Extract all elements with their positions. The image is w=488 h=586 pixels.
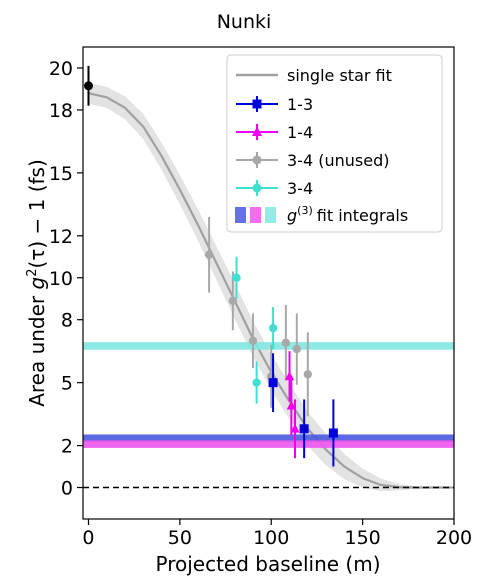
data-point [83, 81, 93, 91]
plot-frame [82, 46, 455, 520]
chart-title: Nunki [217, 11, 272, 33]
x-tick-label: 0 [82, 527, 94, 549]
legend-swatch-integral [250, 207, 261, 223]
data-point [303, 370, 312, 379]
legend-label: single star fit [287, 66, 392, 85]
legend-box [226, 54, 443, 233]
data-point [328, 428, 338, 438]
legend-integrals-text: fit integrals [317, 206, 408, 225]
x-tick-label: 100 [253, 527, 289, 549]
legend-label: 3-4 (unused) [287, 151, 389, 170]
data-point [290, 423, 300, 433]
y-tick-label: 20 [49, 58, 73, 80]
zero-baseline-point [83, 65, 93, 106]
data-point [292, 344, 302, 354]
y-axis: 0 2 5 8 10 12 15 18 20 [49, 58, 83, 500]
legend-integrals-g: g [287, 206, 297, 225]
data-point [286, 400, 296, 410]
legend-integrals-exp: (3) [297, 204, 313, 217]
data-point [268, 378, 278, 388]
y-tick-label: 0 [61, 478, 73, 500]
legend-label: 1-3 [287, 95, 313, 114]
data-point [281, 338, 291, 347]
legend-entries: single star fit 1-3 1-4 3-4 (unused) 3-4 [235, 66, 392, 223]
y-axis-label-prefix: Area under [25, 289, 49, 406]
legend-handle [236, 180, 278, 196]
legend-label: 1-4 [287, 123, 313, 142]
y-axis-label: Area under g2(τ) − 1 (fs) [25, 159, 49, 407]
legend-handle [236, 96, 278, 112]
integral-line [83, 440, 454, 448]
y-tick-label: 10 [49, 268, 73, 290]
integral-line [83, 342, 454, 350]
legend-swatch-integral [235, 207, 246, 223]
data-point [252, 378, 261, 387]
x-tick-label: 50 [168, 527, 192, 549]
data-point [228, 296, 238, 306]
x-axis-label: Projected baseline (m) [156, 552, 381, 576]
legend-handle [236, 124, 278, 140]
data-point [248, 336, 258, 345]
series-3-4 [232, 256, 278, 404]
y-tick-label: 18 [49, 100, 73, 122]
y-axis-label-exp: 2 [25, 268, 40, 276]
legend-swatch-integral [265, 207, 276, 223]
legend-label-integrals: g(3) fit integrals [287, 204, 408, 225]
y-tick-label: 15 [49, 163, 73, 185]
legend-handle [236, 152, 278, 168]
legend: single star fit 1-3 1-4 3-4 (unused) 3-4 g(3… [226, 54, 443, 233]
y-axis-label-suffix: (τ) − 1 (fs) [25, 159, 49, 268]
data-point [252, 99, 262, 109]
fit-uncertainty-band [88, 82, 454, 492]
data-point [252, 183, 262, 193]
y-tick-label: 12 [49, 226, 73, 248]
integral-lines [83, 342, 454, 448]
series-1-4 [284, 351, 300, 459]
y-tick-label: 2 [61, 436, 73, 458]
data-point [252, 126, 262, 137]
x-axis: 0 50 100 150 200 [82, 519, 472, 549]
integral-line [83, 434, 454, 443]
data-points [83, 65, 338, 467]
data-point [299, 424, 309, 434]
y-tick-label: 8 [61, 310, 73, 332]
plot-area [82, 46, 455, 520]
x-tick-label: 150 [344, 527, 380, 549]
data-point [232, 273, 241, 282]
y-tick-label: 5 [61, 373, 73, 395]
data-point [204, 250, 214, 259]
legend-label: 3-4 [287, 179, 313, 198]
series-1-3 [268, 353, 338, 467]
data-point [252, 155, 262, 165]
y-axis-label-g: g [25, 277, 49, 290]
data-point [268, 323, 278, 333]
x-tick-label: 200 [436, 527, 472, 549]
